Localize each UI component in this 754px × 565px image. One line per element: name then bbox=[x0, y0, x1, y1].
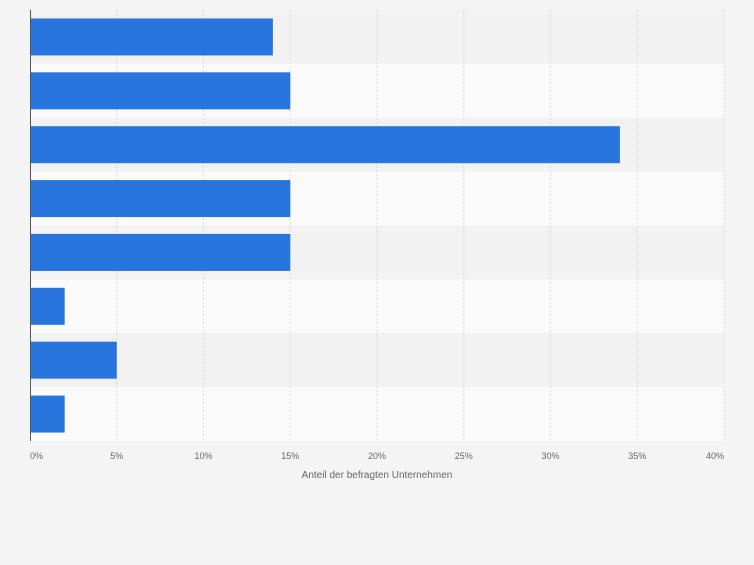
bar bbox=[30, 233, 291, 271]
x-axis-label: Anteil der befragten Unternehmen bbox=[302, 470, 453, 481]
x-tick-label: 35% bbox=[628, 451, 646, 461]
x-tick-label: 5% bbox=[110, 451, 123, 461]
bar bbox=[30, 18, 273, 56]
x-tick-label: 10% bbox=[194, 451, 212, 461]
x-tick-label: 40% bbox=[706, 451, 724, 461]
x-tick-label: 30% bbox=[541, 451, 559, 461]
x-tick-label: 20% bbox=[368, 451, 386, 461]
bar bbox=[30, 72, 291, 110]
bar bbox=[30, 395, 65, 433]
x-tick-label: 15% bbox=[281, 451, 299, 461]
bar bbox=[30, 287, 65, 325]
x-tick-label: 25% bbox=[455, 451, 473, 461]
x-tick-label: 0% bbox=[30, 451, 43, 461]
bar bbox=[30, 341, 117, 379]
x-tick-labels: 0% 5% 10% 15% 20% 25% 30% 35% 40% bbox=[30, 451, 724, 461]
bars bbox=[30, 18, 620, 433]
bar bbox=[30, 180, 291, 218]
bar bbox=[30, 126, 620, 164]
